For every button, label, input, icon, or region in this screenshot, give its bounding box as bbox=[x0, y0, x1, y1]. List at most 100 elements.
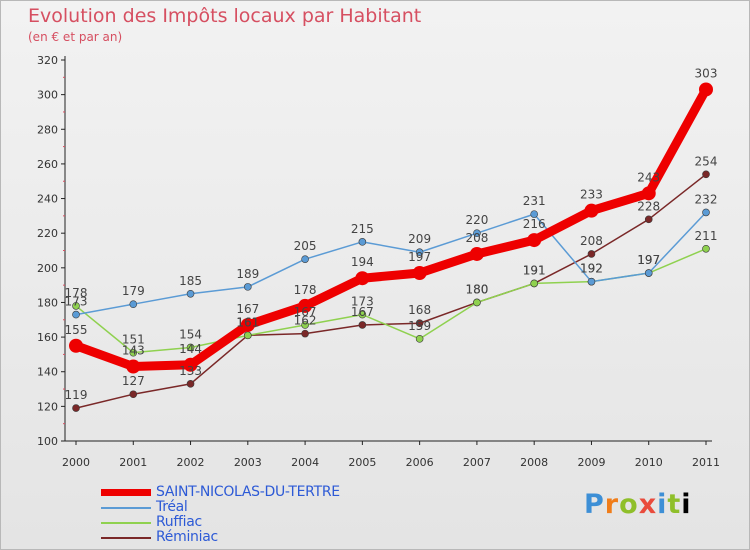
data-point bbox=[527, 233, 542, 248]
x-tick-label: 2000 bbox=[62, 456, 90, 469]
data-point bbox=[240, 317, 255, 332]
data-point bbox=[72, 310, 80, 319]
data-label: 168 bbox=[408, 303, 431, 317]
data-point bbox=[186, 343, 195, 352]
data-point bbox=[244, 331, 252, 340]
legend-label: Ruffiac bbox=[156, 514, 202, 530]
data-point bbox=[702, 244, 710, 253]
legend-label: Réminiac bbox=[156, 529, 218, 545]
x-tick-label: 2002 bbox=[177, 456, 205, 469]
data-label: 173 bbox=[351, 295, 374, 309]
x-tick-label: 2009 bbox=[577, 456, 605, 469]
data-point bbox=[587, 250, 596, 258]
data-label: 192 bbox=[580, 262, 603, 276]
data-label: 209 bbox=[408, 232, 431, 246]
data-label: 143 bbox=[122, 344, 145, 358]
data-point bbox=[412, 266, 427, 281]
x-tick-label: 2004 bbox=[291, 456, 319, 469]
data-label: 254 bbox=[695, 154, 718, 168]
data-point bbox=[702, 170, 710, 179]
data-point bbox=[469, 246, 484, 261]
data-label: 167 bbox=[351, 305, 374, 319]
data-point bbox=[415, 248, 424, 257]
y-tick-label: 300 bbox=[37, 89, 58, 102]
proxiti-logo: Proxiti bbox=[584, 489, 692, 520]
data-label: 303 bbox=[695, 66, 718, 80]
data-point bbox=[358, 321, 367, 329]
data-label: 154 bbox=[179, 327, 202, 341]
chart-subtitle: (en € et par an) bbox=[28, 30, 123, 44]
y-tick-label: 220 bbox=[37, 227, 58, 240]
data-label: 191 bbox=[523, 263, 546, 277]
legend-swatch bbox=[101, 507, 151, 509]
logo-letter: r bbox=[604, 489, 620, 520]
x-tick-label: 2003 bbox=[234, 456, 262, 469]
series-line-2 bbox=[75, 248, 707, 354]
data-point bbox=[473, 229, 481, 237]
data-point bbox=[186, 380, 195, 388]
data-point bbox=[641, 186, 656, 201]
data-label: 178 bbox=[65, 286, 88, 300]
y-tick-label: 260 bbox=[37, 158, 58, 171]
series-line-3 bbox=[75, 173, 707, 409]
y-tick-label: 320 bbox=[37, 54, 58, 67]
data-label: 180 bbox=[465, 282, 488, 296]
logo-letter: P bbox=[584, 489, 605, 520]
data-label: 197 bbox=[408, 250, 431, 264]
data-label: 162 bbox=[294, 314, 317, 328]
data-label: 216 bbox=[523, 217, 546, 231]
data-point bbox=[129, 300, 138, 308]
data-label: 178 bbox=[294, 283, 317, 297]
logo-letter: i bbox=[681, 489, 692, 520]
y-tick-label: 120 bbox=[37, 400, 58, 413]
data-label: 231 bbox=[523, 194, 546, 208]
data-label: 155 bbox=[65, 323, 88, 337]
x-tick-label: 2001 bbox=[119, 456, 147, 469]
data-point bbox=[186, 289, 195, 298]
data-point bbox=[298, 298, 313, 313]
data-label: 197 bbox=[637, 253, 660, 267]
x-tick-label: 2008 bbox=[520, 456, 548, 469]
data-point bbox=[126, 359, 141, 374]
chart-title: Evolution des Impôts locaux par Habitant bbox=[28, 5, 422, 27]
data-label: 161 bbox=[236, 315, 259, 329]
data-point bbox=[358, 238, 367, 246]
data-label: 167 bbox=[294, 305, 317, 319]
data-label: 173 bbox=[65, 295, 88, 309]
data-point bbox=[415, 319, 424, 328]
logo-letter: t bbox=[667, 489, 682, 520]
y-tick-label: 180 bbox=[37, 296, 58, 309]
series-line-1 bbox=[75, 211, 707, 316]
data-point bbox=[72, 404, 80, 412]
data-point bbox=[301, 321, 309, 329]
legend-label: SAINT-NICOLAS-DU-TERTRE bbox=[156, 484, 340, 500]
data-label: 192 bbox=[580, 262, 603, 276]
data-point bbox=[702, 208, 710, 217]
data-label: 191 bbox=[523, 263, 546, 277]
legend-swatch bbox=[101, 489, 151, 496]
legend-label: Tréal bbox=[156, 499, 188, 515]
x-tick-label: 2006 bbox=[406, 456, 434, 469]
data-point bbox=[530, 279, 538, 288]
y-tick-label: 100 bbox=[37, 435, 58, 448]
data-label: 228 bbox=[637, 199, 660, 213]
data-label: 159 bbox=[408, 319, 431, 333]
legend-swatch bbox=[101, 522, 151, 524]
data-point bbox=[473, 298, 481, 307]
y-tick-label: 160 bbox=[37, 331, 58, 344]
data-point bbox=[69, 338, 83, 353]
data-point bbox=[72, 302, 80, 310]
data-label: 232 bbox=[695, 192, 718, 206]
data-label: 151 bbox=[122, 333, 145, 347]
legend-swatch bbox=[101, 537, 151, 539]
data-label: 167 bbox=[236, 302, 259, 316]
logo-letter: i bbox=[657, 489, 668, 520]
x-tick-label: 2010 bbox=[635, 456, 663, 469]
data-label: 180 bbox=[465, 282, 488, 296]
logo-letter: x bbox=[638, 489, 658, 520]
data-label: 208 bbox=[465, 231, 488, 245]
data-label: 208 bbox=[580, 234, 603, 248]
data-point bbox=[301, 255, 309, 263]
